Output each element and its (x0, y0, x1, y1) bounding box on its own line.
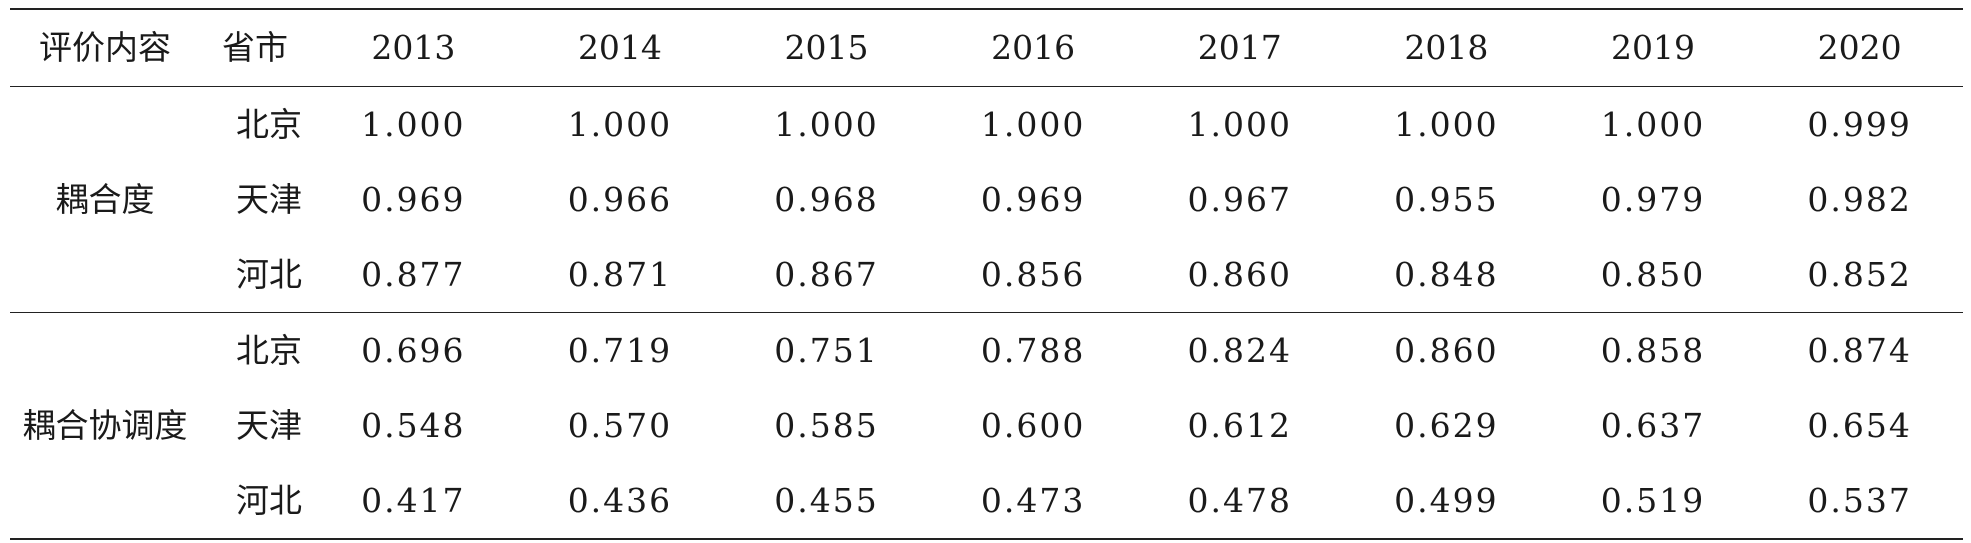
value-cell: 0.969 (980, 180, 1086, 219)
value-cell: 0.719 (567, 331, 673, 370)
value-cell: 1.000 (1600, 105, 1706, 144)
table-row: 天津 0.548 0.570 0.585 0.600 0.612 0.629 0.637 0.6… (10, 388, 1963, 463)
header-cell: 2013 (371, 28, 456, 67)
header-cell: 2020 (1817, 28, 1902, 67)
value-cell: 0.548 (361, 406, 466, 445)
province-cell: 河北 (236, 481, 303, 520)
header-row: 评价内容 省市 2013 2014 2015 2016 2017 2018 20… (10, 9, 1963, 87)
data-table-container: 评价内容 省市 2013 2014 2015 2016 2017 2018 20… (10, 8, 1963, 540)
value-cell: 1.000 (1394, 105, 1499, 144)
value-cell: 0.436 (567, 481, 673, 520)
value-cell: 1.000 (774, 105, 879, 144)
value-cell: 0.637 (1600, 406, 1706, 445)
value-cell: 0.856 (980, 255, 1086, 294)
value-cell: 1.000 (980, 105, 1086, 144)
value-cell: 0.473 (980, 481, 1086, 520)
header-cell: 评价内容 (39, 28, 171, 67)
value-cell: 0.968 (774, 180, 879, 219)
value-cell: 0.871 (567, 255, 673, 294)
value-cell: 0.999 (1807, 105, 1912, 144)
value-cell: 0.788 (980, 331, 1086, 370)
table-body: 耦合度 北京 1.000 1.000 1.000 1.000 1.000 1.000 1.000… (10, 87, 1963, 539)
value-cell: 0.629 (1394, 406, 1499, 445)
header-cell: 2017 (1197, 28, 1282, 67)
table-row: 河北 0.877 0.871 0.867 0.856 0.860 0.848 0.850 0.8… (10, 237, 1963, 313)
evaluation-category-label: 耦合度 (55, 180, 155, 219)
value-cell: 0.955 (1394, 180, 1499, 219)
coupling-table: 评价内容 省市 2013 2014 2015 2016 2017 2018 20… (10, 8, 1963, 540)
value-cell: 0.570 (567, 406, 673, 445)
value-cell: 0.417 (361, 481, 466, 520)
value-cell: 0.537 (1807, 481, 1912, 520)
value-cell: 0.860 (1394, 331, 1499, 370)
province-cell: 北京 (236, 331, 303, 370)
table-header: 评价内容 省市 2013 2014 2015 2016 2017 2018 20… (10, 9, 1963, 87)
table-row: 河北 0.417 0.436 0.455 0.473 0.478 0.499 0.519 0.5… (10, 463, 1963, 539)
header-cell: 2014 (577, 28, 662, 67)
value-cell: 0.858 (1600, 331, 1706, 370)
value-cell: 0.852 (1807, 255, 1912, 294)
value-cell: 0.967 (1187, 180, 1292, 219)
value-cell: 0.979 (1600, 180, 1706, 219)
value-cell: 0.874 (1807, 331, 1912, 370)
table-row: 天津 0.969 0.966 0.968 0.969 0.967 0.955 0.979 0.9… (10, 162, 1963, 237)
value-cell: 1.000 (567, 105, 673, 144)
value-cell: 0.499 (1394, 481, 1499, 520)
province-cell: 天津 (236, 406, 303, 445)
value-cell: 1.000 (361, 105, 466, 144)
value-cell: 0.478 (1187, 481, 1292, 520)
province-cell: 天津 (236, 180, 303, 219)
header-cell: 省市 (222, 28, 289, 67)
value-cell: 0.867 (774, 255, 879, 294)
table-row: 耦合度 北京 1.000 1.000 1.000 1.000 1.000 1.000 1.000… (10, 87, 1963, 219)
value-cell: 0.877 (361, 255, 466, 294)
value-cell: 0.696 (361, 331, 466, 370)
value-cell: 0.848 (1394, 255, 1499, 294)
value-cell: 0.654 (1807, 406, 1912, 445)
value-cell: 0.969 (361, 180, 466, 219)
province-cell: 河北 (236, 255, 303, 294)
value-cell: 0.860 (1187, 255, 1292, 294)
value-cell: 0.850 (1600, 255, 1706, 294)
header-cell: 2016 (991, 28, 1076, 67)
header-cell: 2019 (1610, 28, 1695, 67)
value-cell: 0.585 (774, 406, 879, 445)
value-cell: 0.966 (567, 180, 673, 219)
header-cell: 2015 (784, 28, 869, 67)
value-cell: 0.824 (1187, 331, 1292, 370)
value-cell: 0.982 (1807, 180, 1912, 219)
table-row: 耦合协调度 北京 0.696 0.719 0.751 0.788 0.824 0.860 0.8… (10, 313, 1963, 445)
value-cell: 0.519 (1600, 481, 1706, 520)
value-cell: 0.455 (774, 481, 879, 520)
value-cell: 0.600 (980, 406, 1086, 445)
evaluation-category-label: 耦合协调度 (22, 406, 188, 445)
value-cell: 1.000 (1187, 105, 1292, 144)
province-cell: 北京 (236, 105, 303, 144)
value-cell: 0.612 (1187, 406, 1292, 445)
header-cell: 2018 (1404, 28, 1489, 67)
value-cell: 0.751 (774, 331, 879, 370)
